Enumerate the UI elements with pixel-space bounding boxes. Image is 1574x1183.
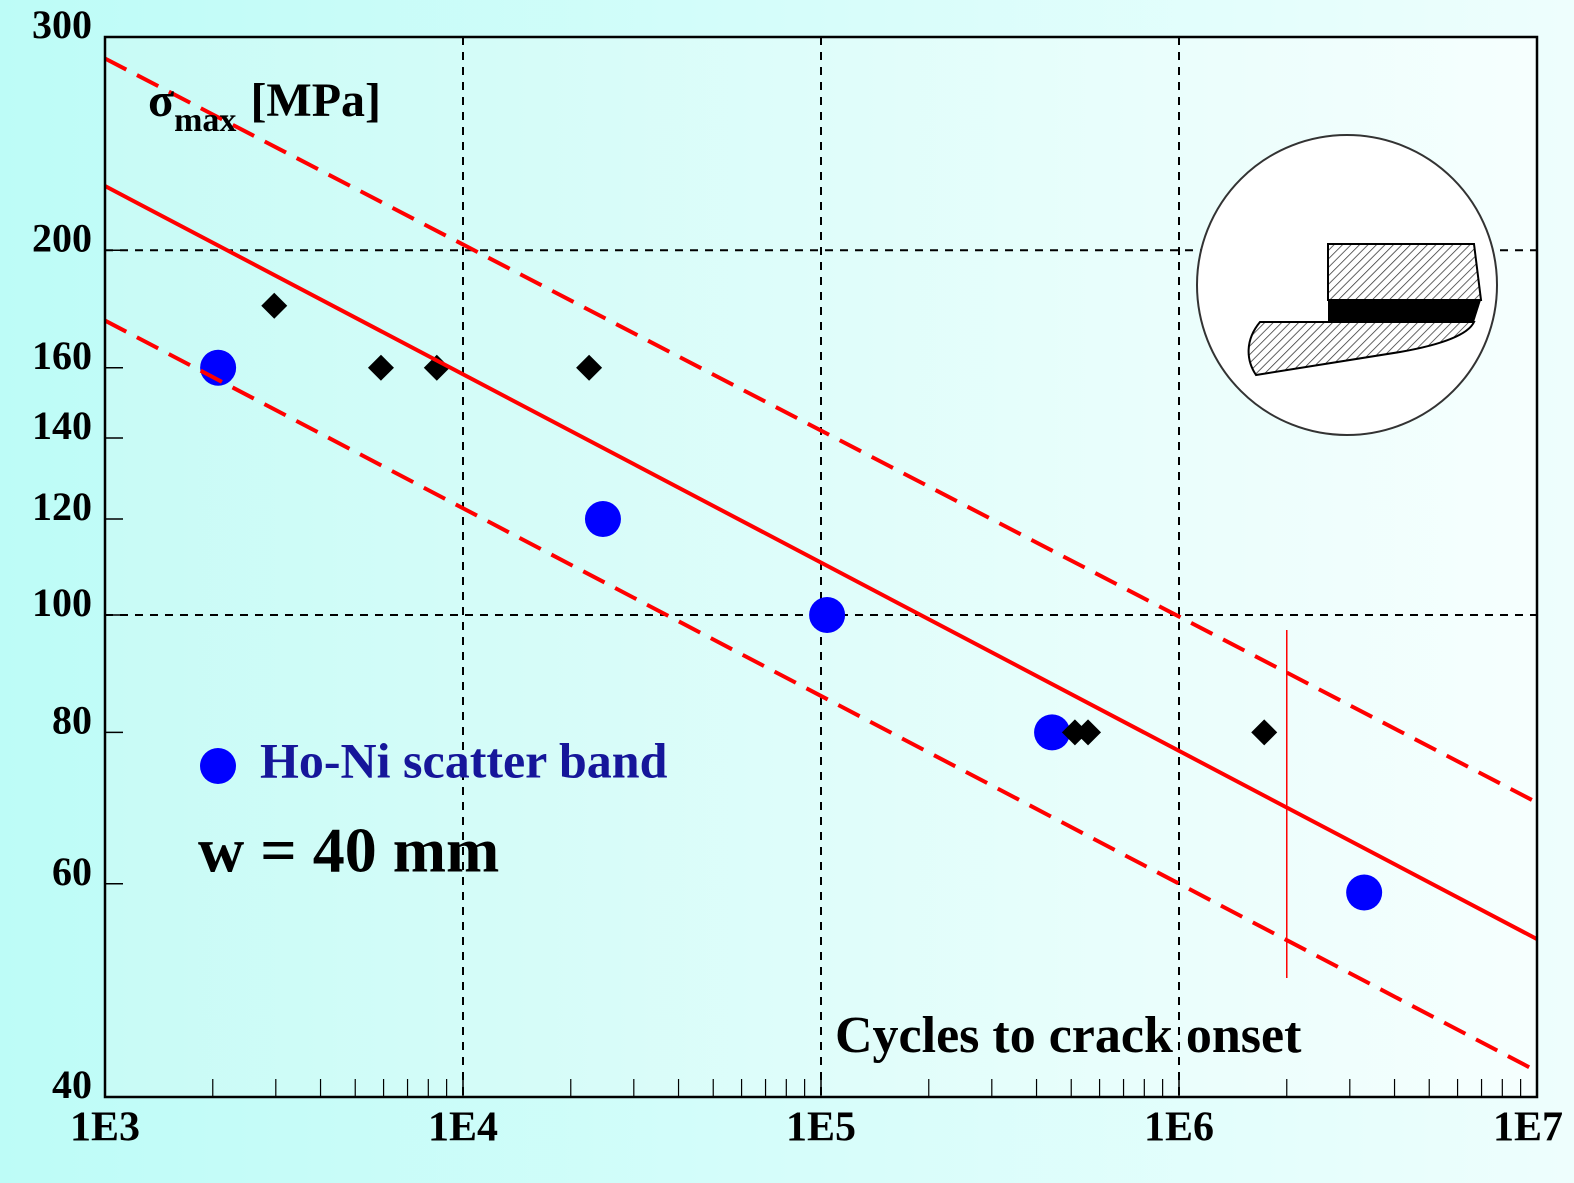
y-tick-label: 140	[32, 403, 92, 448]
plot-layer	[104, 37, 1538, 1097]
inset-plate	[1327, 243, 1483, 301]
y-label-subscript: max	[174, 102, 236, 139]
y-label-unit: [MPa]	[250, 74, 381, 127]
data-point	[809, 596, 846, 633]
data-point	[1061, 719, 1088, 746]
legend-label: Ho-Ni scatter band	[260, 732, 668, 788]
y-label-symbol: σ	[148, 74, 174, 127]
data-point	[576, 354, 603, 381]
fit-line	[104, 184, 1538, 941]
x-axis-label: Cycles to crack onset	[835, 1007, 1302, 1064]
data-point	[584, 501, 621, 538]
y-tick-label: 300	[32, 2, 92, 47]
data-point	[423, 354, 450, 381]
legend-marker	[200, 748, 236, 784]
data-point	[367, 354, 394, 381]
data-point	[1075, 719, 1102, 746]
y-axis-label: σmax [MPa]	[148, 74, 381, 139]
fit-line	[104, 56, 1538, 805]
y-tick-label: 160	[32, 333, 92, 378]
y-tick-label: 200	[32, 215, 92, 260]
x-tick-label: 1E6	[1144, 1105, 1214, 1151]
inset-base	[1247, 321, 1476, 377]
inset-drawing	[1196, 134, 1498, 436]
data-point	[1346, 874, 1383, 911]
annotation: w = 40 mm	[198, 815, 499, 886]
data-point	[261, 292, 288, 319]
y-tick-label: 60	[52, 849, 92, 894]
data-point	[1034, 714, 1071, 751]
x-tick-label: 1E5	[786, 1105, 856, 1151]
x-tick-label: 1E3	[70, 1105, 140, 1151]
data-point	[1251, 719, 1278, 746]
x-tick-label: 1E4	[428, 1105, 498, 1151]
y-tick-label: 120	[32, 484, 92, 529]
x-tick-label: 1E7	[1493, 1105, 1563, 1151]
y-tick-label: 80	[52, 698, 92, 743]
y-tick-label: 100	[32, 580, 92, 625]
inset-weld	[1328, 300, 1481, 322]
fit-line	[104, 318, 1538, 1074]
y-tick-label: 40	[52, 1062, 92, 1107]
